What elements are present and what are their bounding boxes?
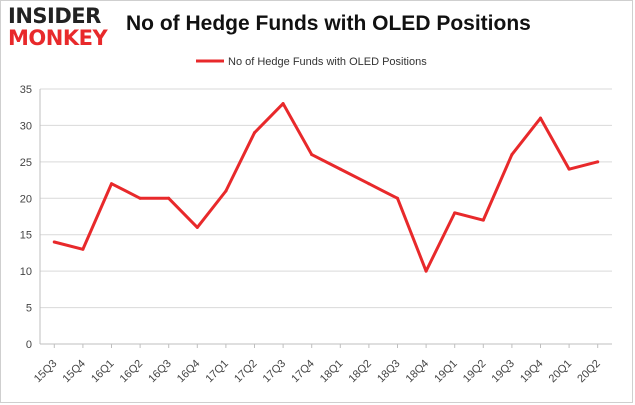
x-tick-label: 19Q1: [432, 358, 460, 386]
series-line: [52, 102, 600, 273]
data-point: [224, 189, 228, 193]
data-point: [539, 116, 542, 120]
legend: No of Hedge Funds with OLED Positions: [196, 56, 427, 68]
x-tick-label: 16Q1: [89, 358, 117, 386]
y-tick-label: 35: [20, 84, 32, 96]
data-point: [110, 182, 113, 186]
axes: [39, 89, 612, 348]
data-point: [167, 196, 171, 200]
x-tick-label: 17Q1: [203, 358, 231, 386]
x-tick-label: 17Q2: [232, 358, 260, 386]
data-point: [481, 218, 485, 222]
x-tick-label: 15Q3: [32, 358, 60, 386]
y-tick-label: 15: [20, 230, 32, 242]
data-point: [138, 196, 142, 200]
y-tick-label: 5: [26, 303, 32, 315]
x-tick-label: 18Q1: [318, 358, 346, 386]
x-tick-label: 18Q2: [346, 358, 374, 386]
x-tick-label: 20Q1: [547, 358, 575, 386]
series-group: [52, 102, 600, 273]
x-tick-label: 19Q3: [489, 358, 517, 386]
data-point: [195, 225, 199, 229]
data-point: [81, 247, 85, 251]
x-tick-labels: 15Q3 15Q4 16Q1 16Q2 16Q3 16Q4 17Q1 17Q2 17Q3 17Q4…: [32, 358, 603, 386]
data-point: [253, 131, 256, 135]
logo-line-2: MONKEY: [8, 26, 108, 50]
y-tick-label: 10: [20, 266, 32, 278]
x-tick-label: 18Q4: [404, 358, 432, 386]
x-tick-label: 16Q4: [175, 358, 203, 386]
y-tick-label: 20: [20, 193, 32, 205]
data-point: [567, 167, 571, 171]
chart-title: No of Hedge Funds with OLED Positions: [126, 12, 531, 35]
x-tick-label: 17Q4: [289, 358, 317, 386]
data-point: [338, 167, 342, 171]
data-point: [281, 102, 285, 106]
insider-monkey-logo: INSIDER MONKEY: [8, 4, 118, 50]
data-point: [596, 160, 600, 164]
x-tick-label: 15Q4: [60, 358, 88, 386]
legend-label: No of Hedge Funds with OLED Positions: [228, 56, 427, 68]
data-point: [424, 269, 428, 273]
y-tick-label: 30: [20, 120, 32, 132]
x-tick-label: 19Q4: [518, 358, 546, 386]
x-tick-label: 16Q3: [146, 358, 174, 386]
data-point: [510, 153, 514, 157]
y-tick-label: 25: [20, 157, 32, 169]
y-tick-labels: 0 5 10 15 20 25 30 35: [20, 84, 32, 351]
data-point: [52, 240, 56, 244]
x-tick-label: 18Q3: [375, 358, 403, 386]
x-tick-label: 17Q3: [261, 358, 289, 386]
data-point: [367, 182, 371, 186]
x-tick-label: 20Q2: [575, 358, 603, 386]
x-tick-label: 16Q2: [118, 358, 146, 386]
grid-lines: [40, 88, 612, 309]
data-point: [310, 153, 314, 157]
data-point: [453, 211, 457, 215]
x-tick-label: 19Q2: [461, 358, 489, 386]
y-tick-label: 0: [26, 339, 32, 351]
data-point: [396, 196, 399, 200]
logo-line-1: INSIDER: [8, 4, 101, 28]
